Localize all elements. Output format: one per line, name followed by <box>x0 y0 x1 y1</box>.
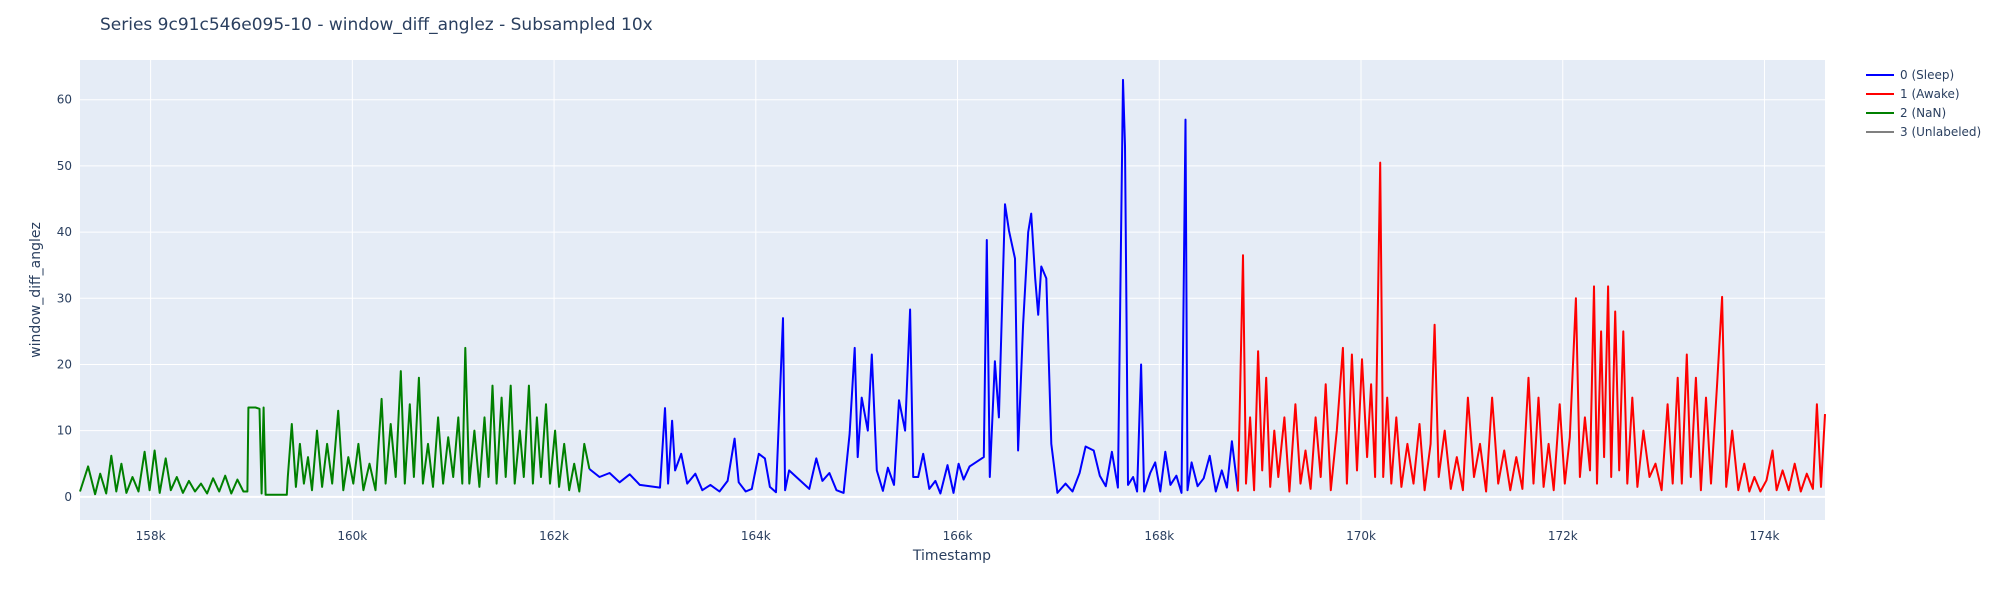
x-tick-label: 162k <box>539 529 569 543</box>
y-tick-label: 30 <box>57 291 72 305</box>
x-tick-label: 168k <box>1144 529 1174 543</box>
legend-label-3-unlabeled[interactable]: 3 (Unlabeled) <box>1900 125 1981 139</box>
series-line-1-awake <box>1237 161 1826 493</box>
series-line-2-nan <box>79 346 591 496</box>
legend-label-2-nan[interactable]: 2 (NaN) <box>1900 106 1946 120</box>
chart-title: Series 9c91c546e095-10 - window_diff_ang… <box>100 15 653 35</box>
plot-area[interactable] <box>80 60 1825 520</box>
x-tick-label: 160k <box>337 529 367 543</box>
x-tick-label: 172k <box>1548 529 1578 543</box>
y-tick-label: 0 <box>64 490 72 504</box>
x-axis-title: Timestamp <box>912 548 991 564</box>
legend-label-1-awake[interactable]: 1 (Awake) <box>1900 87 1960 101</box>
y-tick-label: 20 <box>57 357 72 371</box>
series-line-0-sleep <box>588 78 1239 495</box>
x-tick-label: 164k <box>741 529 771 543</box>
x-axis-ticks: 158k 160k 162k 164k 166k 168k 170k 172k 174k <box>136 529 1780 543</box>
y-tick-label: 10 <box>57 424 72 438</box>
x-tick-label: 174k <box>1750 529 1780 543</box>
series-lines <box>79 78 1826 496</box>
y-tick-label: 50 <box>57 159 72 173</box>
y-tick-label: 60 <box>57 93 72 107</box>
x-tick-label: 170k <box>1346 529 1376 543</box>
legend-label-0-sleep[interactable]: 0 (Sleep) <box>1900 68 1954 82</box>
x-tick-label: 166k <box>943 529 973 543</box>
legend: 0 (Sleep) 1 (Awake) 2 (NaN) 3 (Unlabeled) <box>1866 68 1981 139</box>
y-tick-label: 40 <box>57 225 72 239</box>
x-tick-label: 158k <box>136 529 166 543</box>
gridlines <box>80 60 1825 520</box>
y-axis-ticks: 0 10 20 30 40 50 60 <box>57 93 72 504</box>
y-axis-title: window_diff_anglez <box>28 222 44 358</box>
